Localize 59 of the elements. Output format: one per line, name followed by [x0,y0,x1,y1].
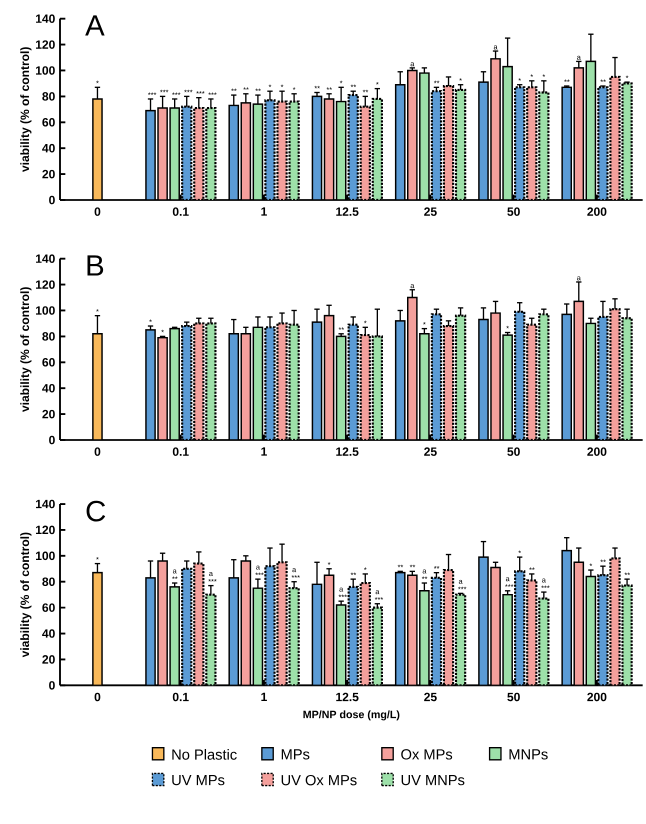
y-axis-title: viability (% of control) [20,47,32,172]
y-tick-label: 40 [42,144,55,152]
x-tick-label: 25 [424,692,437,702]
y-tick-label: 80 [42,332,55,341]
legend-label: UV MPs [172,775,224,786]
y-tick-label: 120 [36,40,55,49]
y-tick-label: 120 [36,526,55,534]
y-tick-label: 0 [49,436,55,444]
y-tick-label: 140 [36,14,55,23]
y-tick-label: 80 [42,92,55,101]
y-tick-label: 100 [36,552,55,560]
y-tick-label: 40 [42,384,55,392]
x-tick-label: 200 [587,447,606,456]
x-tick-label: 0 [94,447,100,456]
x-tick-label: 25 [424,447,437,456]
legend-label: MPs [282,749,310,760]
chart-title: C [86,500,106,522]
y-tick-label: 100 [36,66,55,75]
x-tick-label: 12.5 [336,207,359,216]
legend-label: UV Ox MPs [282,774,357,786]
x-tick-label: 1 [261,207,267,216]
chart-title: A [85,15,105,36]
x-tick-label: 50 [507,447,520,456]
legend-label: Ox MPs [401,749,452,760]
y-axis-title: viability (% of control) [20,287,32,412]
x-tick-label: 12.5 [336,447,359,456]
y-tick-label: 140 [36,500,55,508]
y-tick-label: 100 [36,306,55,315]
y-tick-label: 0 [49,681,55,690]
y-tick-label: 80 [42,577,55,586]
x-tick-label: 0 [94,207,100,216]
x-tick-label: 200 [587,692,606,702]
x-axis-title: MP/NP dose (mg/L) [303,710,400,720]
x-tick-label: 50 [507,207,520,216]
x-tick-label: 0.1 [172,447,189,456]
y-axis-title: viability (% of control) [20,532,32,658]
y-tick-label: 0 [49,196,55,204]
x-tick-label: 0 [94,692,100,702]
x-tick-label: 12.5 [336,692,359,702]
y-tick-label: 20 [42,170,55,178]
chart-title: B [88,255,104,276]
x-tick-label: 50 [507,692,520,702]
y-tick-label: 20 [42,410,55,418]
y-tick-label: 120 [36,280,55,289]
y-tick-label: 140 [36,254,55,263]
y-tick-label: 60 [42,118,55,127]
x-tick-label: 0.1 [172,692,189,702]
legend-label: No Plastic [172,748,237,760]
x-tick-label: 0.1 [172,207,189,216]
x-tick-label: 200 [587,207,606,216]
x-tick-label: 1 [261,447,267,456]
x-tick-label: 1 [261,692,267,701]
y-tick-label: 20 [42,655,55,664]
y-tick-label: 60 [42,603,55,612]
legend-label: MNPs [510,749,548,760]
y-tick-label: 40 [42,629,55,638]
x-tick-label: 25 [424,207,437,216]
legend-label: UV MNPs [402,775,464,786]
y-tick-label: 60 [42,358,55,367]
